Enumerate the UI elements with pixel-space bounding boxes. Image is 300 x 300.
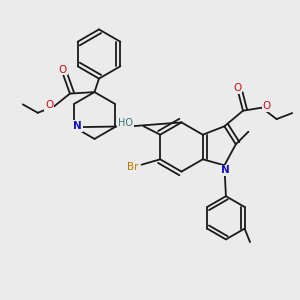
Text: O: O — [262, 101, 271, 111]
Text: N: N — [74, 121, 82, 131]
Text: HO: HO — [118, 118, 133, 128]
Text: O: O — [233, 83, 242, 93]
Text: Br: Br — [127, 162, 138, 172]
Text: N: N — [221, 165, 230, 176]
Text: O: O — [45, 100, 53, 110]
Text: O: O — [58, 64, 67, 75]
